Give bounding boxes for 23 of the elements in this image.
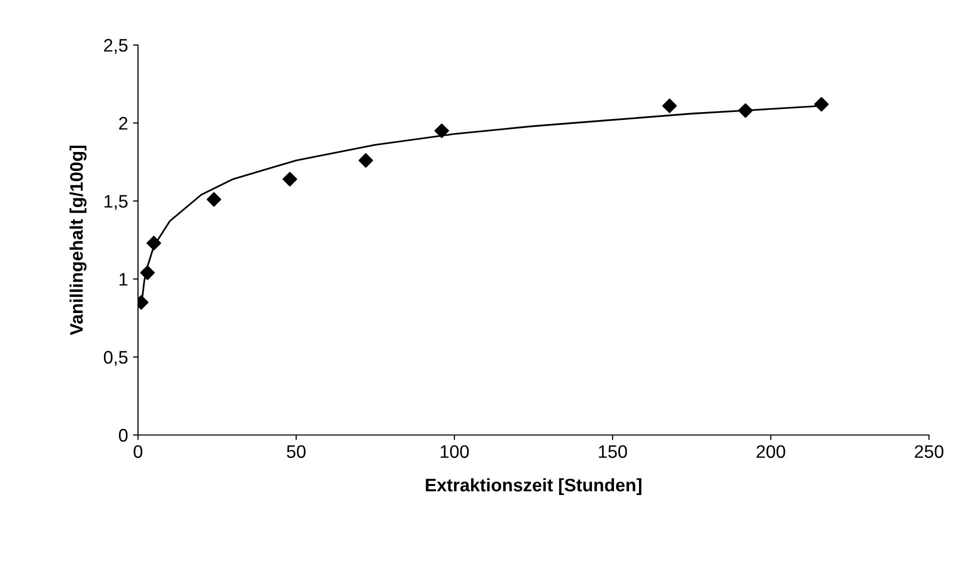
y-tick-label: 2,5: [104, 38, 128, 54]
x-tick-label: 50: [286, 445, 306, 458]
point: [814, 96, 829, 112]
point: [662, 98, 677, 114]
point: [140, 265, 155, 280]
point: [738, 103, 753, 118]
x-tick-label: 0: [134, 445, 142, 458]
y-tick-label: 0: [118, 428, 128, 442]
point: [146, 236, 162, 250]
y-tick-label: 1: [120, 273, 128, 286]
x-tick-label: 250: [914, 445, 944, 458]
point: [358, 153, 374, 168]
x-tick-label: 150: [598, 445, 627, 458]
x-tick-label: 100: [440, 445, 469, 458]
point: [434, 124, 450, 138]
y-tick-label: 2: [119, 116, 128, 130]
y-tick-label: 0,5: [104, 350, 128, 366]
y-tick-label: 1,5: [104, 195, 128, 210]
x-axis-title: Extraktionszeit [Stunden]: [426, 478, 642, 496]
x-tick-label: 200: [756, 445, 786, 458]
point: [206, 192, 222, 207]
y-axis-title: Vanillingehalt [g/100g]: [70, 146, 87, 336]
point: [282, 172, 298, 186]
